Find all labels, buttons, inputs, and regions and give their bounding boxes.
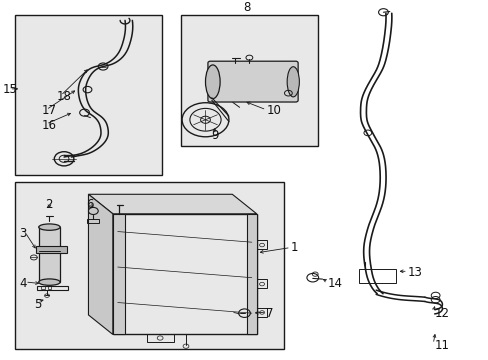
- Bar: [41, 286, 45, 289]
- Polygon shape: [88, 194, 256, 214]
- Bar: [47, 286, 51, 289]
- Bar: [113, 214, 125, 334]
- Text: 17: 17: [42, 104, 57, 117]
- Bar: [256, 308, 267, 317]
- Bar: [256, 279, 267, 288]
- Text: 7: 7: [266, 307, 273, 320]
- Bar: [147, 334, 173, 342]
- Text: 14: 14: [327, 276, 342, 289]
- Bar: [37, 286, 68, 290]
- Text: 8: 8: [243, 1, 250, 14]
- Text: 3: 3: [19, 227, 26, 240]
- Text: 1: 1: [290, 241, 298, 254]
- Text: 6: 6: [86, 198, 93, 211]
- Bar: [113, 214, 256, 334]
- Bar: [256, 240, 267, 249]
- Text: 12: 12: [434, 307, 449, 320]
- Bar: [181, 15, 317, 147]
- Text: 15: 15: [3, 83, 18, 96]
- Bar: [15, 182, 283, 348]
- Ellipse shape: [39, 279, 60, 285]
- FancyBboxPatch shape: [207, 61, 298, 102]
- Text: 9: 9: [211, 129, 219, 142]
- Text: 16: 16: [42, 118, 57, 132]
- Text: 18: 18: [57, 90, 72, 103]
- Bar: [358, 269, 395, 283]
- Text: 11: 11: [434, 339, 449, 352]
- Bar: [246, 214, 256, 334]
- Text: 10: 10: [266, 104, 281, 117]
- Text: 2: 2: [45, 198, 53, 211]
- Bar: [87, 219, 99, 224]
- Text: 13: 13: [407, 266, 422, 279]
- Ellipse shape: [205, 65, 220, 99]
- Ellipse shape: [39, 224, 60, 230]
- Bar: [39, 227, 60, 282]
- Polygon shape: [88, 194, 113, 334]
- Text: 4: 4: [19, 276, 27, 289]
- Text: 5: 5: [34, 298, 41, 311]
- Ellipse shape: [286, 67, 299, 97]
- Bar: [15, 15, 161, 175]
- FancyBboxPatch shape: [36, 247, 67, 253]
